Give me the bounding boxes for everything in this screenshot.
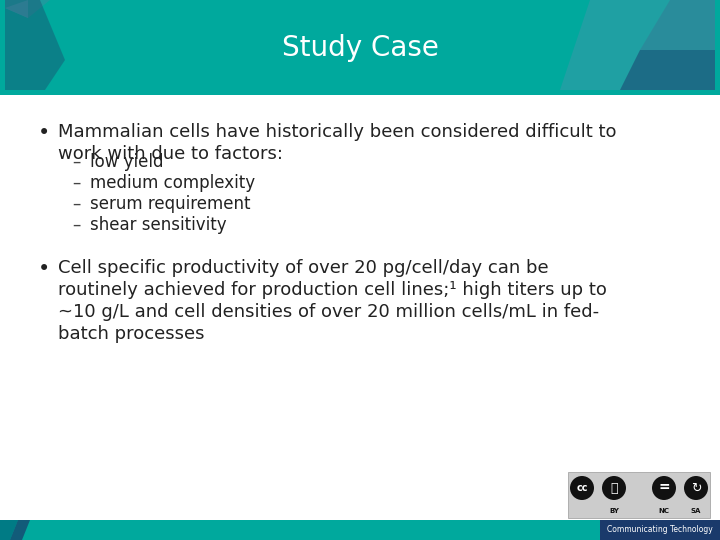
Text: batch processes: batch processes	[58, 325, 204, 343]
Text: =: =	[658, 480, 670, 494]
Polygon shape	[5, 0, 28, 18]
Bar	[600, 520, 720, 540]
Text: –: –	[72, 216, 81, 234]
Text: cc: cc	[576, 483, 588, 493]
Polygon shape	[560, 0, 715, 90]
Text: •: •	[38, 259, 50, 279]
Text: Cell specific productivity of over 20 pg/cell/day can be: Cell specific productivity of over 20 pg…	[58, 259, 549, 277]
Text: shear sensitivity: shear sensitivity	[90, 216, 227, 234]
Polygon shape	[0, 520, 18, 540]
Text: •: •	[38, 123, 50, 143]
Text: SA: SA	[690, 508, 701, 514]
Text: –: –	[72, 195, 81, 213]
Circle shape	[684, 476, 708, 500]
Text: ~10 g/L and cell densities of over 20 million cells/mL in fed-: ~10 g/L and cell densities of over 20 mi…	[58, 303, 599, 321]
Polygon shape	[5, 0, 50, 18]
Polygon shape	[10, 520, 30, 540]
Text: BY: BY	[609, 508, 619, 514]
Text: Communicating Technology: Communicating Technology	[607, 525, 713, 535]
Text: Mammalian cells have historically been considered difficult to: Mammalian cells have historically been c…	[58, 123, 616, 141]
Circle shape	[652, 476, 676, 500]
Text: –: –	[72, 174, 81, 192]
Text: work with due to factors:: work with due to factors:	[58, 145, 283, 163]
Text: ↻: ↻	[690, 482, 701, 495]
Bar	[0, 520, 600, 540]
Polygon shape	[620, 50, 715, 90]
Text: NC: NC	[659, 508, 670, 514]
Text: low yield: low yield	[90, 153, 163, 171]
Bar	[568, 472, 710, 518]
Bar	[0, 0, 720, 95]
Text: serum requirement: serum requirement	[90, 195, 251, 213]
Text: Study Case: Study Case	[282, 33, 438, 62]
Text: routinely achieved for production cell lines;¹ high titers up to: routinely achieved for production cell l…	[58, 281, 607, 299]
Text: –: –	[72, 153, 81, 171]
Circle shape	[602, 476, 626, 500]
Text: Ⓢ: Ⓢ	[611, 482, 618, 495]
Polygon shape	[640, 0, 715, 50]
Text: medium complexity: medium complexity	[90, 174, 255, 192]
Circle shape	[570, 476, 594, 500]
Polygon shape	[5, 0, 65, 90]
